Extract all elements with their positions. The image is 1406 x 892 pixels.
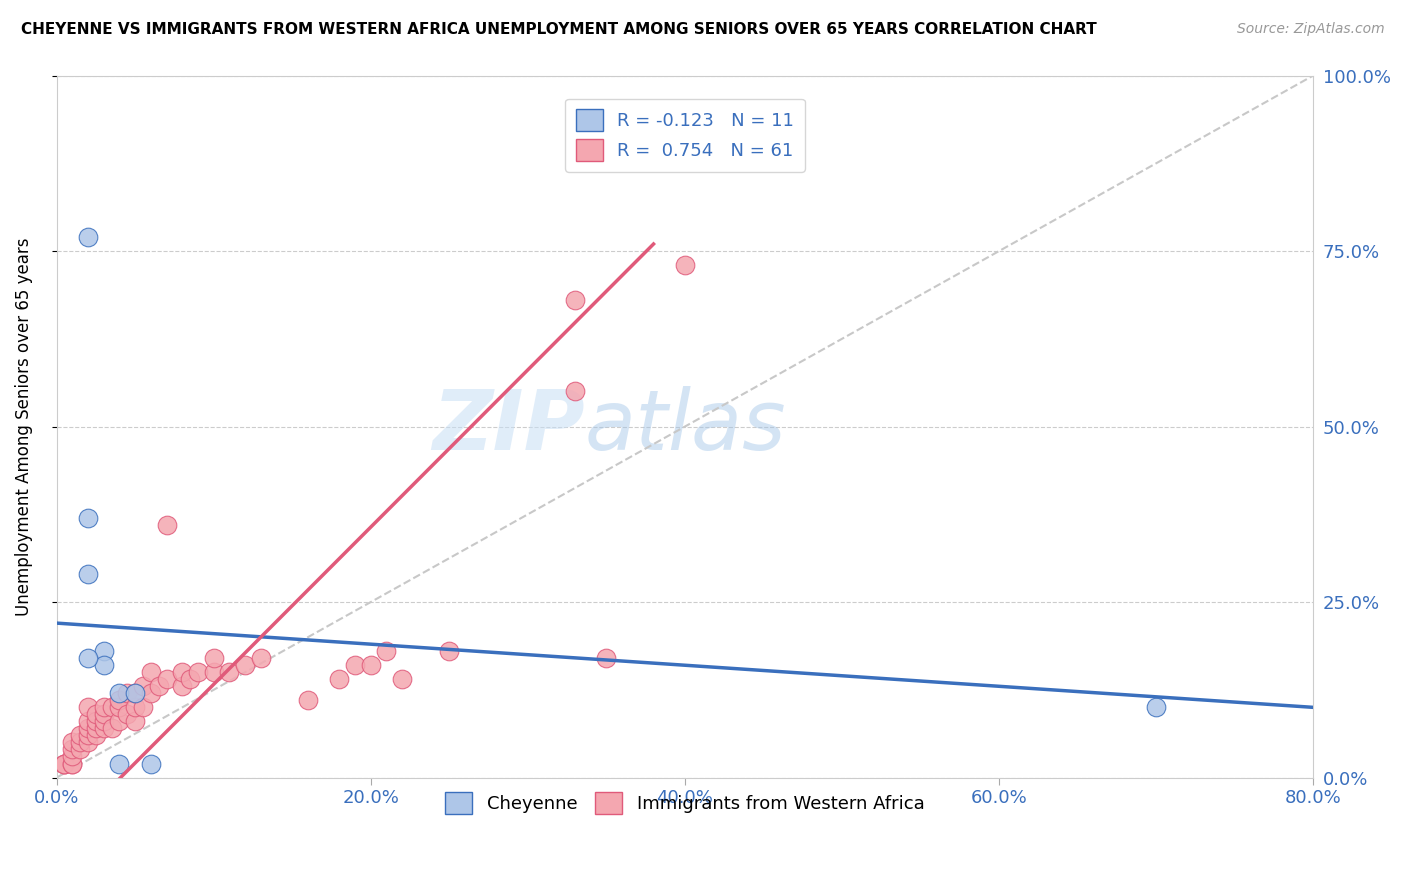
Point (108, 714, 131, 729)
Point (77, 566, 100, 581)
Point (391, 673, 413, 687)
Point (77, 728, 100, 742)
Point (93, 658, 115, 673)
Point (60, 756, 83, 771)
Point (84, 722, 107, 736)
Point (84, 707, 107, 722)
Point (60, 742, 83, 756)
Point (53, 756, 76, 771)
Point (360, 658, 382, 673)
Point (297, 693, 319, 707)
Point (250, 651, 273, 665)
Point (77, 700, 100, 714)
Point (148, 679, 170, 693)
Point (564, 293, 586, 308)
Point (77, 510, 100, 524)
Point (117, 707, 139, 722)
Point (77, 714, 100, 729)
Point (69, 735, 91, 749)
Point (139, 686, 162, 700)
Text: ZIP: ZIP (432, 386, 585, 467)
Point (60, 756, 83, 771)
Point (77, 230, 100, 244)
Point (233, 658, 256, 673)
Point (108, 700, 131, 714)
Point (100, 722, 122, 736)
Text: Source: ZipAtlas.com: Source: ZipAtlas.com (1237, 22, 1385, 37)
Point (124, 700, 146, 714)
Point (77, 722, 100, 736)
Point (93, 700, 115, 714)
Point (139, 665, 162, 680)
Point (69, 742, 91, 756)
Point (172, 665, 194, 680)
Point (93, 707, 115, 722)
Point (69, 728, 91, 742)
Point (60, 735, 83, 749)
Point (344, 658, 367, 673)
Point (53, 756, 76, 771)
Point (124, 686, 146, 700)
Point (84, 714, 107, 729)
Point (132, 679, 155, 693)
Point (93, 714, 115, 729)
Point (172, 679, 194, 693)
Point (100, 700, 122, 714)
Point (218, 665, 240, 680)
Text: atlas: atlas (585, 386, 786, 467)
Point (673, 258, 696, 272)
Point (328, 673, 350, 687)
Point (439, 644, 461, 658)
Point (93, 722, 115, 736)
Point (93, 644, 115, 658)
Point (155, 673, 177, 687)
Point (132, 700, 155, 714)
Point (155, 517, 177, 532)
Point (124, 686, 146, 700)
Point (60, 749, 83, 764)
Point (77, 651, 100, 665)
Point (108, 756, 131, 771)
Point (564, 384, 586, 399)
Point (202, 651, 225, 665)
Point (108, 686, 131, 700)
Text: CHEYENNE VS IMMIGRANTS FROM WESTERN AFRICA UNEMPLOYMENT AMONG SENIORS OVER 65 YE: CHEYENNE VS IMMIGRANTS FROM WESTERN AFRI… (21, 22, 1097, 37)
Point (124, 714, 146, 729)
Y-axis label: Unemployment Among Seniors over 65 years: Unemployment Among Seniors over 65 years (15, 237, 32, 615)
Point (1144, 700, 1167, 714)
Point (117, 686, 139, 700)
Point (187, 665, 209, 680)
Point (595, 651, 617, 665)
Legend: Cheyenne, Immigrants from Western Africa: Cheyenne, Immigrants from Western Africa (434, 781, 935, 825)
Point (53, 756, 76, 771)
Point (202, 665, 225, 680)
Point (139, 756, 162, 771)
Point (179, 673, 201, 687)
Point (77, 735, 100, 749)
Point (84, 728, 107, 742)
Point (108, 693, 131, 707)
Point (375, 644, 398, 658)
